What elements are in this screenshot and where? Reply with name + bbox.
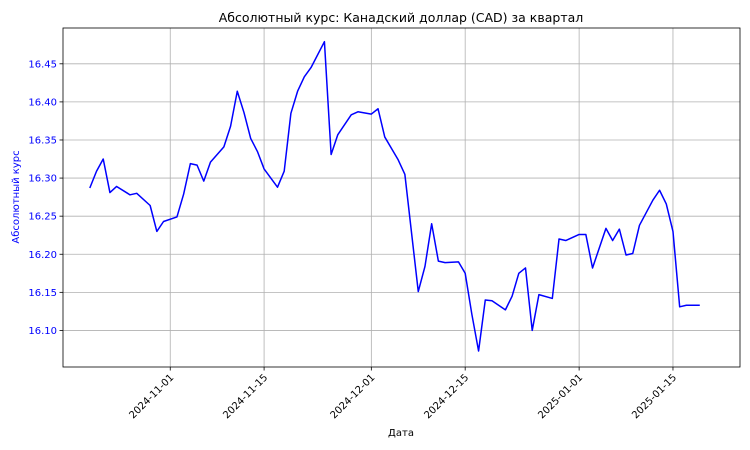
y-tick-label: 16.45 (28, 59, 57, 70)
series-line (89, 40, 700, 352)
y-tick-label: 16.30 (28, 174, 57, 185)
y-tick-label: 16.35 (28, 135, 57, 146)
y-axis: 16.10 16.15 16.20 16.25 16.30 16.35 16.40 16.45 (28, 59, 63, 337)
y-tick-label: 16.20 (28, 250, 57, 261)
grid (63, 28, 740, 367)
y-tick-label: 16.15 (28, 288, 57, 299)
y-tick-label: 16.40 (28, 97, 57, 108)
x-axis-label: Дата (388, 428, 414, 439)
plot-frame (62, 27, 741, 368)
y-tick-label: 16.25 (28, 212, 57, 223)
chart-title: Абсолютный курс: Канадский доллар (CAD) … (219, 10, 584, 25)
y-tick-label: 16.10 (28, 326, 57, 337)
y-axis-label: Абсолютный курс (11, 150, 22, 243)
